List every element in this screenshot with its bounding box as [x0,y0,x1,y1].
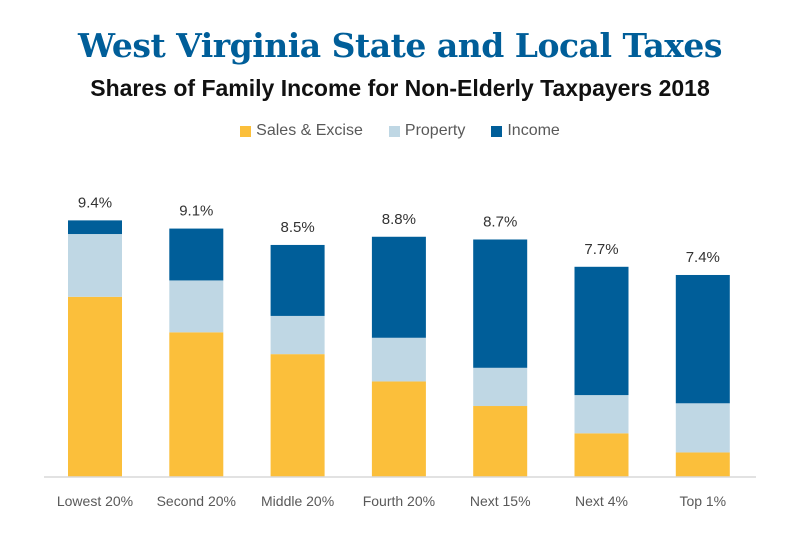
bar-segment-sales [473,406,528,477]
bar-total-label: 8.5% [280,219,314,236]
legend-label-property: Property [404,122,466,139]
bar-segment-property [371,337,426,382]
bar-segment-sales [68,296,122,477]
chart-subtitle: Shares of Family Income for Non-Elderly … [90,75,710,101]
bar-segment-sales [169,332,224,477]
bar-segment-property [574,395,629,434]
legend-label-sales: Sales & Excise [256,122,363,139]
bar-segment-income [473,239,528,368]
bar-segment-income [371,236,426,338]
bar-total-label: 7.4% [686,249,720,266]
legend-item-property: Property [388,122,466,140]
bar-total-label: 9.1% [179,203,213,220]
x-tick-label: Fourth 20% [363,493,435,509]
x-tick-label: Middle 20% [261,493,334,509]
bar-total-label: 9.4% [78,194,112,211]
x-tick-label: Top 1% [679,493,726,509]
bar-segment-income [574,266,629,396]
bar-segment-income [270,244,325,316]
legend-item-income: Income [491,122,560,140]
bar-total-label: 8.7% [483,213,517,230]
x-tick-label: Next 15% [470,493,531,509]
bar-segment-sales [574,433,629,477]
legend-swatch-property [388,125,400,137]
chart-title: West Virginia State and Local Taxes [78,26,723,65]
bar-segment-income [675,274,730,404]
bar-segment-sales [270,354,325,477]
legend: Sales & Excise Property Income [0,122,800,140]
legend-item-sales: Sales & Excise [240,122,363,140]
bar-segment-property [675,403,730,453]
bar-total-label: 7.7% [584,241,618,258]
legend-swatch-income [491,125,503,137]
bar-segment-property [270,315,325,355]
bar-segment-property [68,234,122,297]
x-tick-label: Next 4% [575,493,628,509]
legend-label-income: Income [507,122,560,139]
bar-segment-income [169,228,224,281]
bar-segment-income [68,220,122,235]
bar-segment-sales [675,452,730,477]
legend-swatch-sales [240,125,252,137]
bar-segment-property [169,280,224,333]
bar-segment-sales [371,381,426,477]
bar-total-label: 8.8% [382,211,416,228]
x-tick-label: Lowest 20% [57,493,133,509]
bar-segment-property [473,367,528,407]
x-tick-label: Second 20% [157,493,236,509]
